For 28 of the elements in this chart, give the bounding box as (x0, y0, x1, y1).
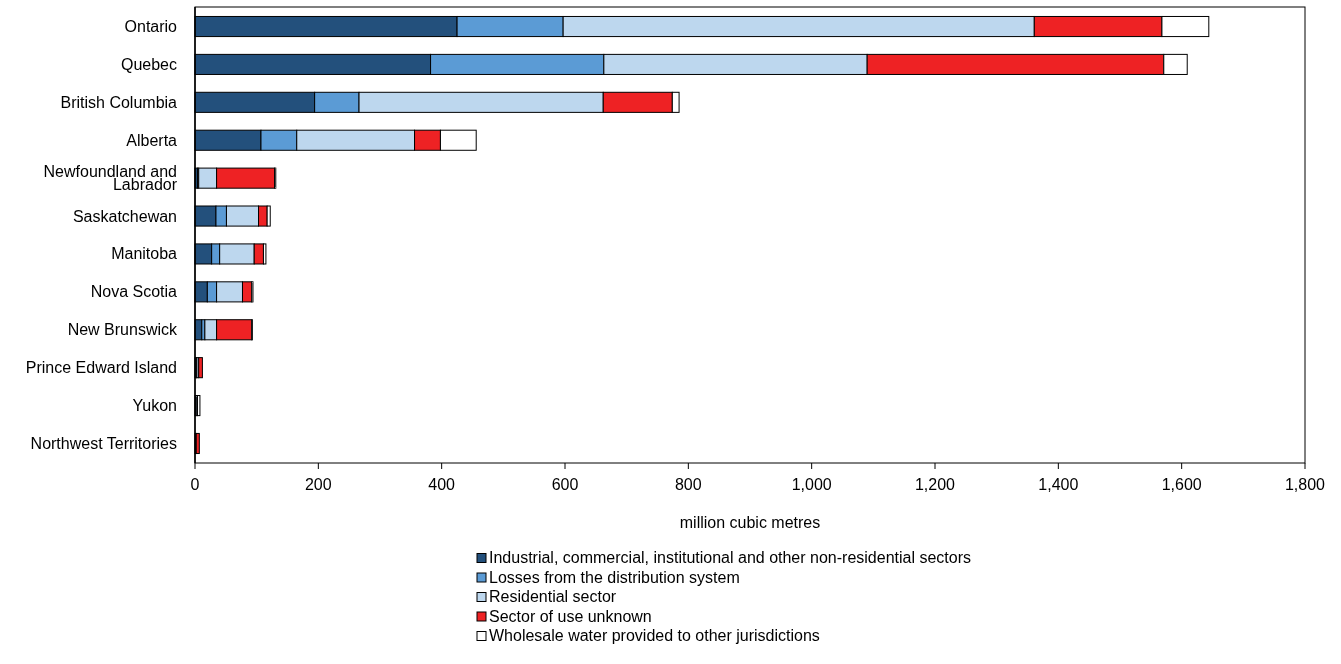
y-tick-label: Northwest Territories (30, 434, 177, 452)
y-tick-label: Newfoundland and Labrador (43, 163, 178, 194)
y-tick-label: Saskatchewan (72, 207, 177, 225)
y-tick-label: Quebec (120, 55, 177, 73)
x-tick-label: 800 (674, 476, 702, 493)
x-tick-label: 400 (428, 476, 456, 493)
x-tick-label: 0 (190, 476, 200, 493)
x-tick-label: 600 (551, 476, 579, 493)
y-tick-label: Manitoba (111, 245, 178, 263)
legend-label: Wholesale water provided to other jurisdictions (489, 627, 820, 644)
x-tick-label: 200 (304, 476, 332, 493)
y-tick-label: New Brunswick (67, 321, 178, 339)
y-tick-label: British Columbia (60, 93, 178, 111)
x-tick-label: 1,000 (791, 476, 832, 493)
y-tick-label: Prince Edward Island (25, 359, 177, 377)
x-tick-label: 1,600 (1161, 476, 1202, 493)
y-tick-label: Nova Scotia (90, 283, 178, 301)
y-tick-label: Alberta (126, 131, 178, 149)
x-tick-label: 1,200 (914, 476, 956, 493)
x-tick-label: 1,400 (1038, 476, 1079, 493)
legend-label: Losses from the distribution system (489, 568, 740, 586)
x-axis-title: million cubic metres (679, 514, 821, 531)
y-tick-label: Yukon (132, 397, 177, 415)
legend-label: Sector of use unknown (489, 607, 652, 625)
x-tick-label: 1,800 (1284, 476, 1326, 493)
legend-label: Industrial, commercial, institutional and other non-residential sectors (489, 549, 972, 566)
y-tick-label: Ontario (124, 18, 178, 36)
legend-label: Residential sector (489, 588, 617, 605)
